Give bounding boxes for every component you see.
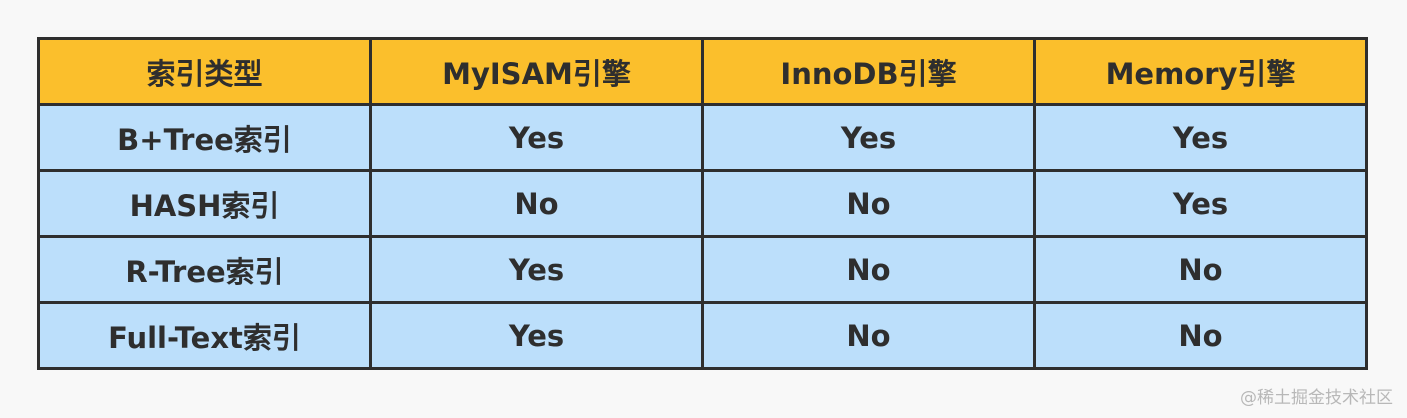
index-type-cell: B+Tree索引 xyxy=(37,103,372,172)
support-cell: No xyxy=(701,169,1036,238)
index-type-cell: R-Tree索引 xyxy=(37,235,372,304)
support-cell: No xyxy=(701,301,1036,370)
table-row: B+Tree索引 Yes Yes Yes xyxy=(37,103,1368,172)
table-row: R-Tree索引 Yes No No xyxy=(37,235,1368,304)
support-cell: Yes xyxy=(701,103,1036,172)
support-cell: No xyxy=(1033,301,1368,370)
header-cell: 索引类型 xyxy=(37,37,372,106)
table-row: Full-Text索引 Yes No No xyxy=(37,301,1368,370)
support-cell: No xyxy=(701,235,1036,304)
header-cell: Memory引擎 xyxy=(1033,37,1368,106)
support-cell: No xyxy=(369,169,704,238)
index-support-table: 索引类型 MyISAM引擎 InnoDB引擎 Memory引擎 B+Tree索引… xyxy=(37,37,1368,370)
support-cell: No xyxy=(1033,235,1368,304)
header-cell: InnoDB引擎 xyxy=(701,37,1036,106)
support-cell: Yes xyxy=(1033,169,1368,238)
header-cell: MyISAM引擎 xyxy=(369,37,704,106)
support-cell: Yes xyxy=(1033,103,1368,172)
index-type-cell: Full-Text索引 xyxy=(37,301,372,370)
watermark: @稀土掘金技术社区 xyxy=(1240,388,1393,408)
support-cell: Yes xyxy=(369,301,704,370)
table-row: HASH索引 No No Yes xyxy=(37,169,1368,238)
support-cell: Yes xyxy=(369,235,704,304)
index-type-cell: HASH索引 xyxy=(37,169,372,238)
header-row: 索引类型 MyISAM引擎 InnoDB引擎 Memory引擎 xyxy=(37,37,1368,106)
support-cell: Yes xyxy=(369,103,704,172)
